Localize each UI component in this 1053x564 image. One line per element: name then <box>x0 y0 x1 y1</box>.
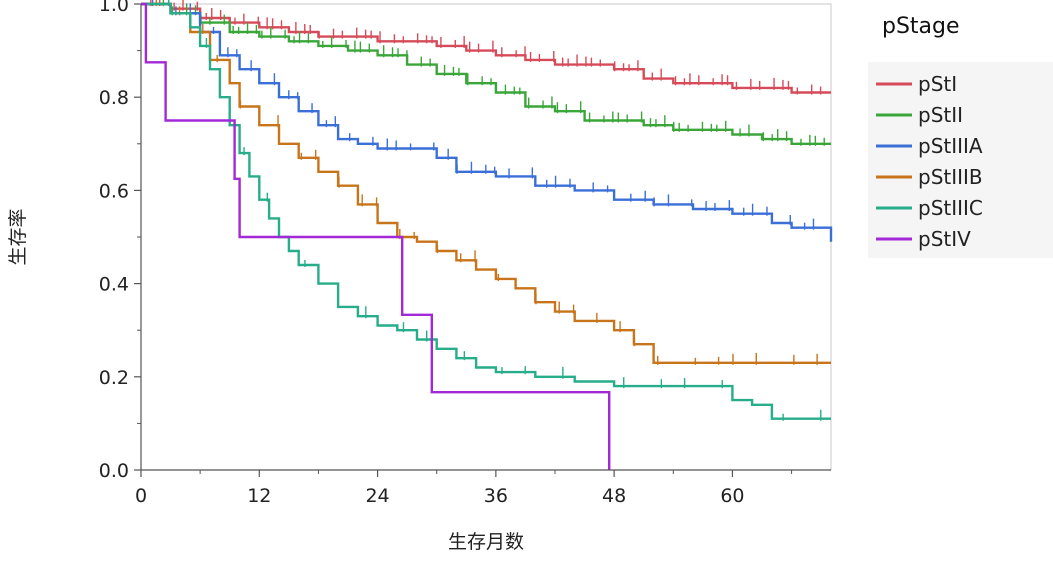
legend-box <box>868 62 1053 258</box>
series-layer <box>141 0 833 470</box>
legend-label-pStIIIC: pStIIIC <box>918 196 983 220</box>
y-axis-title: 生存率 <box>7 208 29 265</box>
x-tick-label: 36 <box>484 485 508 507</box>
legend-items: pStI pStII pStIIIA pStIIIB pStIIIC pStIV <box>876 72 983 251</box>
censor-marks-pStII <box>162 0 825 146</box>
legend-label-pStIV: pStIV <box>918 227 971 251</box>
series-line-pStI <box>141 2 831 94</box>
y-tick-label: 0.0 <box>99 460 129 482</box>
x-axis-title: 生存月数 <box>448 531 524 553</box>
series-line-pStIV <box>141 2 611 470</box>
axes-layer: 0 12 24 36 48 60 0.0 0.2 0.4 0.6 0.8 1.0 <box>99 0 831 507</box>
y-tick-label: 0.4 <box>99 274 129 296</box>
y-tick-label: 0.6 <box>99 180 129 202</box>
x-tick-label: 60 <box>720 485 744 507</box>
censor-marks-pStIIIC <box>168 0 822 421</box>
legend-label-pStIIIA: pStIIIA <box>918 134 983 158</box>
series-line-pStIIIB <box>141 2 831 364</box>
censor-marks-pStI <box>150 0 822 95</box>
legend-label-pStI: pStI <box>918 72 957 96</box>
legend-label-pStIIIB: pStIIIB <box>918 165 983 189</box>
series-line-pStII <box>141 2 831 145</box>
x-tick-label: 24 <box>365 485 389 507</box>
legend-title: pStage <box>882 14 960 39</box>
y-tick-label: 0.8 <box>99 87 129 109</box>
x-tick-label: 48 <box>602 485 626 507</box>
legend: pStage pStIpStIIpStIIIApStIIIBpStIIICpSt… <box>868 14 1053 258</box>
censor-marks-pStIIIA <box>151 0 815 230</box>
y-tick-label: 1.0 <box>99 0 129 16</box>
x-tick-label: 12 <box>247 485 271 507</box>
series-line-pStIIIA <box>141 2 833 242</box>
y-tick-label: 0.2 <box>99 367 129 389</box>
x-tick-label: 0 <box>135 485 147 507</box>
series-line-pStIIIC <box>141 2 831 420</box>
legend-label-pStII: pStII <box>918 103 963 127</box>
